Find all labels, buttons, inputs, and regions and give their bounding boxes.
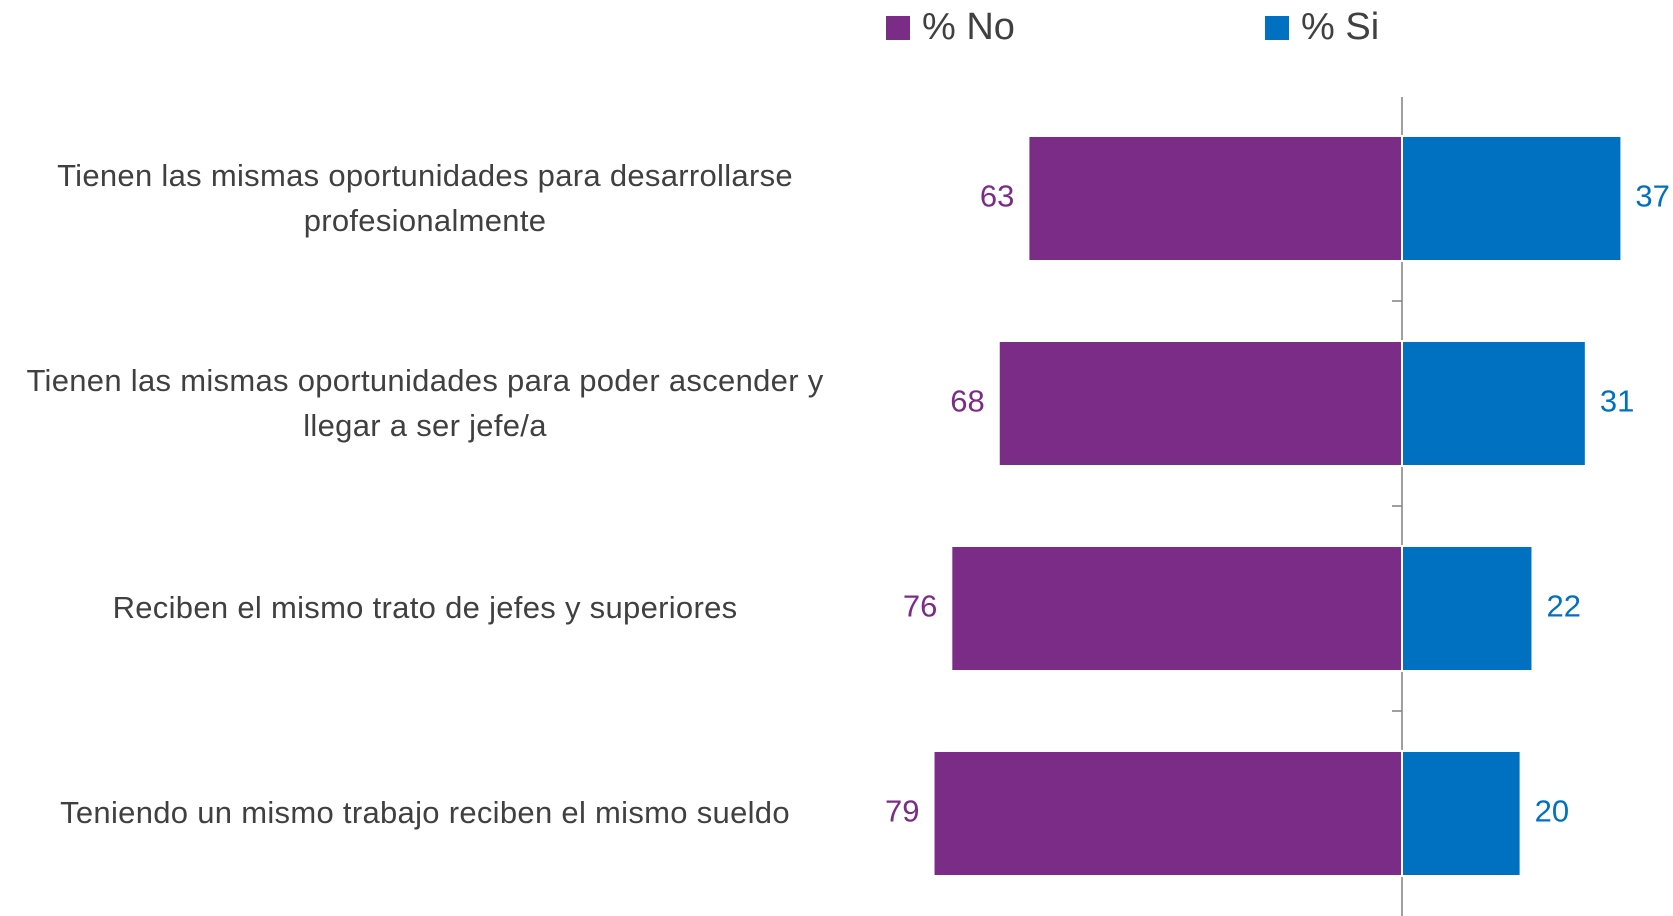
value-label: 63 xyxy=(980,179,1014,214)
bar-si xyxy=(1401,135,1623,262)
legend-label: % No xyxy=(922,6,1015,48)
category-label: Reciben el mismo trato de jefes y superi… xyxy=(112,590,738,626)
bar-si xyxy=(1401,545,1534,672)
value-label: 76 xyxy=(903,589,937,624)
legend-swatch xyxy=(1265,16,1289,40)
bar-si xyxy=(1401,340,1587,467)
value-label: 79 xyxy=(885,794,919,829)
bar-no xyxy=(997,340,1403,467)
bar-no xyxy=(932,750,1404,877)
bar-no xyxy=(950,545,1403,672)
legend-label: % Si xyxy=(1301,6,1379,48)
bar-si xyxy=(1401,750,1522,877)
value-label: 31 xyxy=(1600,384,1634,419)
bar-no xyxy=(1027,135,1404,262)
value-label: 20 xyxy=(1535,794,1569,829)
value-label: 22 xyxy=(1546,589,1580,624)
value-label: 37 xyxy=(1635,179,1669,214)
category-label: Tienen las mismas oportunidades para des… xyxy=(57,157,793,238)
legend-swatch xyxy=(886,16,910,40)
category-label: Tienen las mismas oportunidades para pod… xyxy=(26,362,824,443)
value-label: 68 xyxy=(950,384,984,419)
category-label: Teniendo un mismo trabajo reciben el mis… xyxy=(60,795,790,831)
